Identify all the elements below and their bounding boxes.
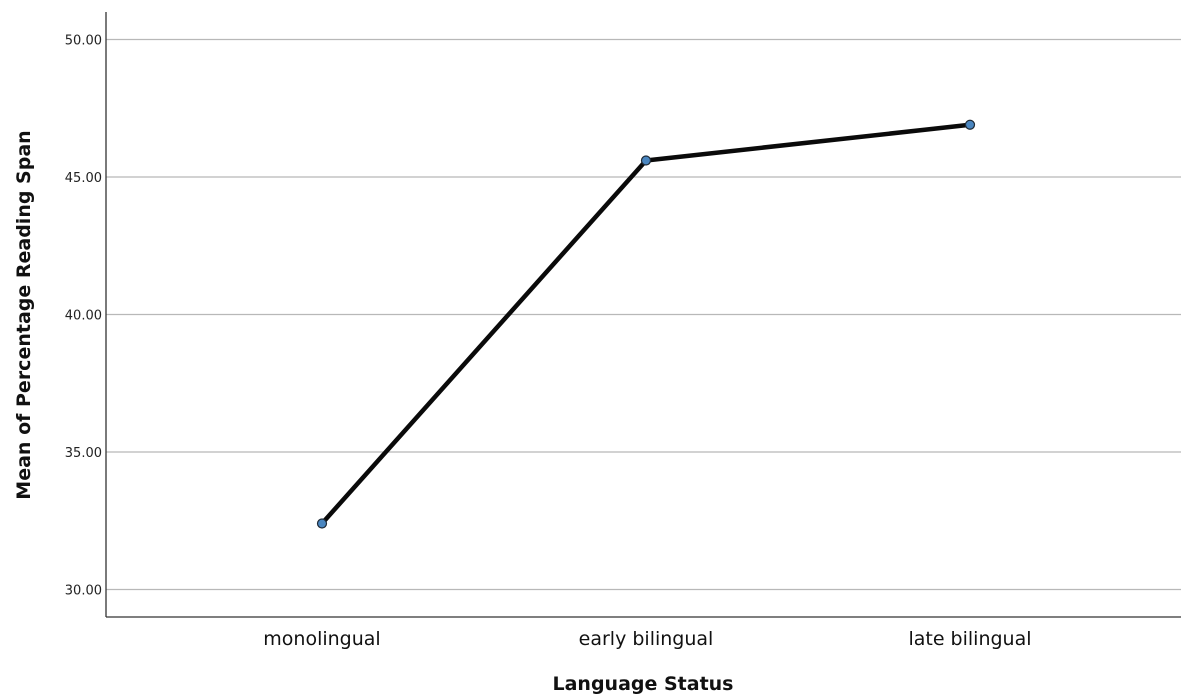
x-axis-title: Language Status bbox=[552, 673, 733, 695]
y-tick-label: 35.00 bbox=[65, 446, 102, 461]
y-axis-title: Mean of Percentage Reading Span bbox=[13, 130, 35, 499]
gridlines bbox=[106, 38, 1181, 591]
x-tick-label: early bilingual bbox=[579, 628, 714, 650]
data-point bbox=[640, 155, 652, 166]
y-tick-label: 45.00 bbox=[65, 171, 102, 186]
y-tick-label: 40.00 bbox=[65, 309, 102, 324]
data-point bbox=[964, 119, 976, 130]
x-tick-label: monolingual bbox=[263, 628, 380, 650]
x-tick-label: late bilingual bbox=[908, 628, 1031, 650]
y-tick-label: 50.00 bbox=[65, 34, 102, 49]
axes bbox=[105, 12, 1181, 618]
data-point bbox=[316, 518, 328, 529]
y-tick-labels: 30.00 35.00 40.00 45.00 50.00 bbox=[65, 34, 102, 599]
series bbox=[316, 119, 976, 529]
y-tick-label: 30.00 bbox=[65, 584, 102, 599]
x-tick-labels: monolingual early bilingual late bilingual bbox=[263, 628, 1031, 650]
series-line bbox=[319, 122, 973, 526]
